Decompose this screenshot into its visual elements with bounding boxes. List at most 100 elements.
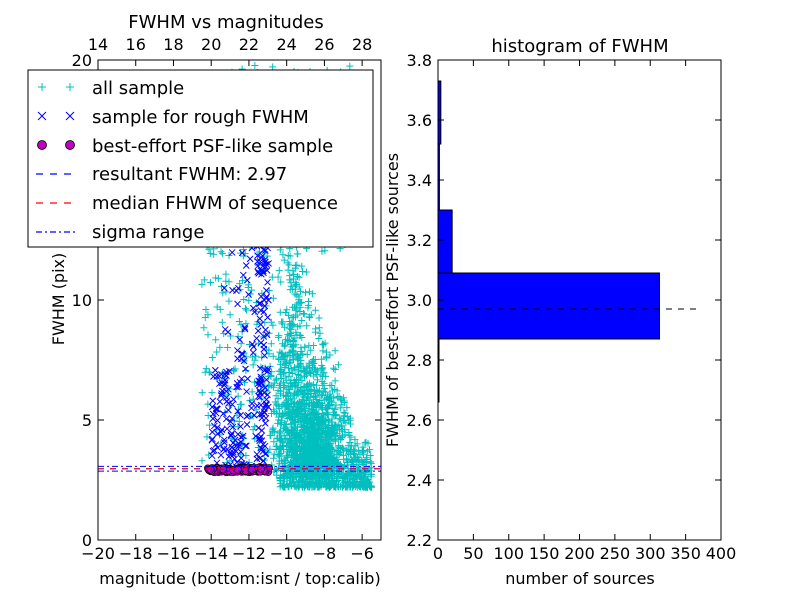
right-x-tick-label: 200	[564, 544, 595, 563]
point-rough-fwhm	[244, 375, 251, 383]
right-y-tick-label: 3.4	[407, 171, 432, 190]
point-all-sample	[300, 417, 308, 425]
point-all-sample	[208, 354, 216, 362]
point-all-sample	[280, 466, 288, 474]
point-all-sample	[270, 438, 278, 446]
point-all-sample	[335, 392, 343, 400]
point-all-sample	[292, 366, 300, 374]
point-all-sample	[274, 419, 282, 427]
point-all-sample	[313, 444, 321, 452]
point-all-sample	[224, 343, 232, 351]
point-rough-fwhm	[232, 442, 240, 449]
point-rough-fwhm	[259, 262, 267, 270]
point-all-sample	[316, 329, 324, 337]
left-top-x-tick-label: 18	[163, 35, 183, 54]
point-rough-fwhm	[228, 415, 236, 422]
point-all-sample	[366, 483, 374, 491]
point-all-sample	[234, 332, 242, 340]
point-all-sample	[305, 288, 313, 296]
legend-marker-cross	[37, 111, 47, 121]
point-all-sample	[280, 423, 288, 431]
point-all-sample	[251, 356, 259, 364]
point-all-sample	[276, 246, 284, 254]
legend-box	[27, 69, 374, 248]
point-all-sample	[292, 306, 300, 314]
point-all-sample	[308, 358, 316, 366]
point-rough-fwhm	[237, 448, 245, 456]
point-rough-fwhm	[228, 249, 236, 256]
left-x-tick-label: −20	[81, 544, 115, 563]
point-rough-fwhm	[264, 368, 271, 375]
point-all-sample	[322, 425, 330, 433]
point-rough-fwhm	[260, 333, 268, 340]
point-all-sample	[204, 400, 212, 408]
point-all-sample	[272, 376, 280, 384]
point-all-sample	[336, 415, 344, 423]
point-psf-sample	[248, 465, 256, 474]
point-all-sample	[296, 322, 304, 330]
point-all-sample	[289, 456, 297, 464]
left-top-x-tick-label: 22	[239, 35, 259, 54]
point-all-sample	[291, 436, 299, 444]
point-all-sample	[322, 395, 330, 403]
point-all-sample	[366, 452, 374, 460]
point-rough-fwhm	[214, 417, 221, 424]
point-all-sample	[344, 442, 352, 450]
point-all-sample	[292, 441, 300, 449]
point-all-sample	[328, 382, 336, 390]
point-rough-fwhm	[257, 293, 265, 300]
point-all-sample	[343, 459, 351, 467]
point-all-sample	[241, 305, 249, 313]
point-all-sample	[288, 369, 296, 377]
point-all-sample	[325, 455, 333, 463]
point-rough-fwhm	[249, 304, 257, 312]
point-all-sample	[305, 438, 313, 446]
point-rough-fwhm	[234, 347, 241, 354]
point-all-sample	[270, 454, 278, 462]
point-all-sample	[267, 340, 275, 348]
point-rough-fwhm	[239, 350, 247, 358]
point-rough-fwhm	[231, 436, 239, 444]
point-rough-fwhm	[256, 364, 264, 372]
point-all-sample	[289, 346, 297, 354]
point-all-sample	[222, 270, 230, 278]
point-all-sample	[311, 410, 319, 418]
point-all-sample	[318, 404, 326, 412]
point-all-sample	[309, 421, 317, 429]
point-rough-fwhm	[237, 423, 244, 430]
point-all-sample	[355, 446, 363, 454]
point-all-sample	[297, 287, 305, 295]
point-rough-fwhm	[263, 401, 270, 409]
point-all-sample	[321, 445, 329, 453]
point-all-sample	[284, 400, 292, 408]
point-all-sample	[315, 476, 323, 484]
point-all-sample	[305, 483, 313, 491]
point-all-sample	[302, 289, 310, 297]
point-all-sample	[269, 63, 277, 71]
point-all-sample	[313, 396, 321, 404]
point-rough-fwhm	[262, 326, 269, 334]
point-all-sample	[322, 372, 330, 380]
point-all-sample	[281, 403, 289, 411]
point-psf-sample	[219, 465, 228, 474]
point-all-sample	[338, 473, 346, 481]
point-all-sample	[345, 479, 353, 487]
point-rough-fwhm	[237, 411, 244, 419]
point-all-sample	[353, 454, 361, 462]
point-rough-fwhm	[253, 455, 261, 463]
point-psf-sample	[233, 465, 242, 474]
left-y-tick-label: 10	[72, 291, 92, 310]
point-all-sample	[301, 343, 309, 351]
point-all-sample	[351, 436, 359, 444]
point-all-sample	[198, 457, 206, 465]
point-all-sample	[301, 401, 309, 409]
point-all-sample	[207, 278, 215, 286]
point-all-sample	[296, 331, 304, 339]
left-x-tick-label: −12	[232, 544, 266, 563]
point-all-sample	[300, 390, 308, 398]
point-all-sample	[277, 417, 285, 425]
point-rough-fwhm	[217, 451, 225, 459]
histogram-bar	[437, 272, 660, 340]
point-all-sample	[200, 324, 208, 332]
point-rough-fwhm	[223, 368, 230, 376]
